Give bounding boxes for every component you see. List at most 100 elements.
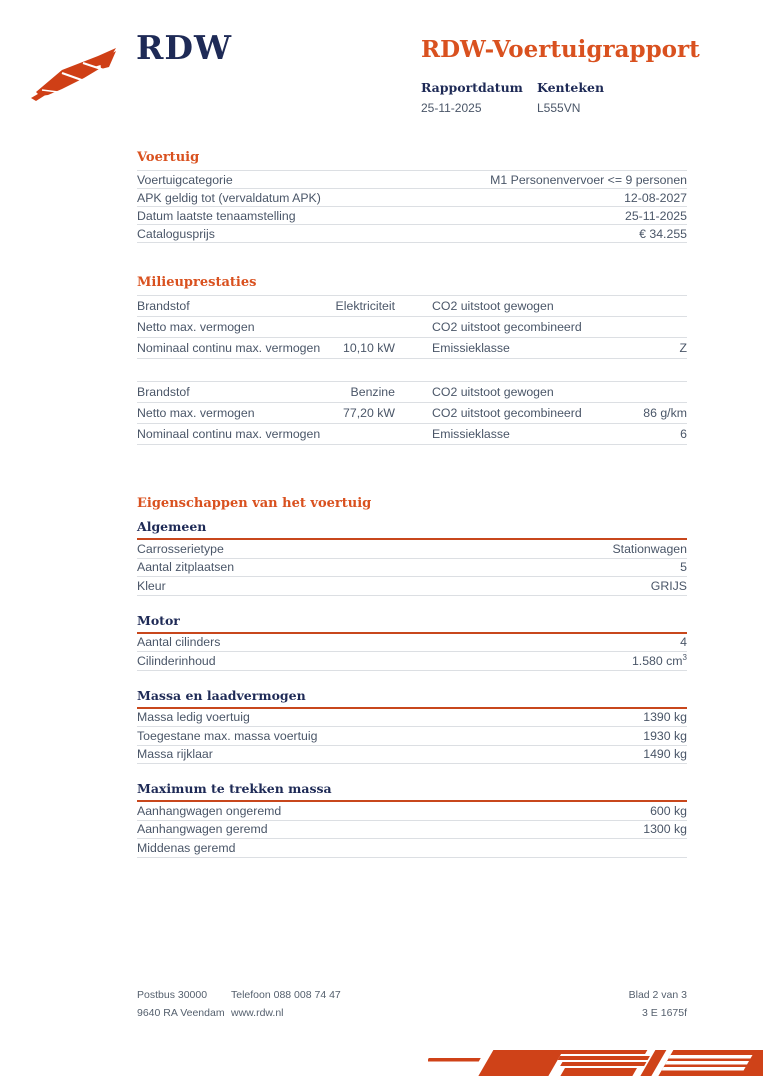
report-date-block: Rapportdatum 25-11-2025 [421,80,537,115]
row-label: Toegestane max. massa voertuig [137,728,318,743]
report-date-value: 25-11-2025 [421,101,482,115]
row-label: Emissieklasse [432,427,510,441]
subsection-title: Massa en laadvermogen [137,688,687,709]
row-label: Massa ledig voertuig [137,710,250,725]
table-row: Nominaal continu max. vermogen Emissiekl… [137,424,687,445]
row-label: Nominaal continu max. vermogen [137,341,321,355]
section-voertuig: Voertuig Voertuigcategorie M1 Personenve… [137,150,687,243]
table-row: Brandstof Elektriciteit CO2 uitstoot gew… [137,296,687,317]
row-value: Stationwagen [612,541,687,556]
row-label: Catalogusprijs [137,226,215,241]
row-value: 4 [680,635,687,650]
rdw-speed-stripes-icon [428,1050,763,1076]
footer-website: www.rdw.nl [231,1007,284,1019]
row-value: 6 [680,427,687,441]
row-label: CO2 uitstoot gecombineerd [432,406,582,420]
footer-page-indicator: Blad 2 van 3 [628,989,687,1001]
table-row: Catalogusprijs € 34.255 [137,225,687,243]
footer-address-line1: Postbus 30000 [137,989,208,1001]
table-row: Middenas geremd [137,839,687,858]
row-value: 10,10 kW [343,341,395,355]
row-label: Kleur [137,578,166,593]
table-row: Carrosserietype Stationwagen [137,540,687,559]
table-row: Massa rijklaar 1490 kg [137,746,687,764]
row-label: CO2 uitstoot gewogen [432,385,554,399]
row-value: GRIJS [650,578,687,593]
table-row: Netto max. vermogen CO2 uitstoot gecombi… [137,317,687,338]
row-label: Datum laatste tenaamstelling [137,208,296,223]
table-row: Voertuigcategorie M1 Personenvervoer <= … [137,171,687,189]
fuel-block-electric: Brandstof Elektriciteit CO2 uitstoot gew… [137,296,687,359]
row-label: Massa rijklaar [137,747,213,762]
row-label: Cilinderinhoud [137,653,216,668]
row-label: Brandstof [137,299,190,313]
superscript: 3 [682,652,687,662]
subsection-title: Maximum te trekken massa [137,781,687,802]
row-value: 1390 kg [643,710,687,725]
footer-doc-code: 3 E 1675f [642,1007,687,1019]
fuel-block-petrol: Brandstof Benzine CO2 uitstoot gewogen N… [137,381,687,445]
license-plate-value: L555VN [537,101,581,115]
row-value: M1 Personenvervoer <= 9 personen [490,172,687,187]
license-plate-label: Kenteken [537,80,605,95]
table-row: Datum laatste tenaamstelling 25-11-2025 [137,207,687,225]
row-label: Aanhangwagen ongeremd [137,803,282,818]
row-label: Brandstof [137,385,190,399]
table-row: Aantal zitplaatsen 5 [137,559,687,577]
row-label: Carrosserietype [137,541,224,556]
table-row: Massa ledig voertuig 1390 kg [137,709,687,727]
subsection-title: Algemeen [137,519,687,540]
footer-address: Postbus 30000 9640 RA Veendam [137,988,231,1024]
table-row: Nominaal continu max. vermogen 10,10 kW … [137,338,687,359]
row-value: 12-08-2027 [624,190,687,205]
subsection-motor: Motor Aantal cilinders 4 Cilinderinhoud … [137,613,687,671]
section-eigenschappen: Eigenschappen van het voertuig Algemeen … [137,496,687,858]
row-value: € 34.255 [639,226,687,241]
table-row: Cilinderinhoud 1.580 cm3 [137,652,687,671]
rdw-bird-icon [31,48,116,101]
license-plate-block: Kenteken L555VN [537,80,604,115]
row-label: Netto max. vermogen [137,406,255,420]
row-label: Voertuigcategorie [137,172,233,187]
subsection-maximum-trekken-massa: Maximum te trekken massa Aanhangwagen on… [137,781,687,858]
row-value: 5 [680,560,687,575]
row-label: Middenas geremd [137,840,236,855]
row-value: 1930 kg [643,728,687,743]
row-label: APK geldig tot (vervaldatum APK) [137,190,321,205]
page-footer: Postbus 30000 9640 RA Veendam Telefoon 0… [137,988,687,1024]
row-value: 86 g/km [643,406,687,420]
row-value: 600 kg [650,803,687,818]
row-value: 77,20 kW [343,406,395,420]
row-label: Emissieklasse [432,341,510,355]
table-row: Toegestane max. massa voertuig 1930 kg [137,727,687,746]
table-row: Aantal cilinders 4 [137,634,687,652]
row-label: Aanhangwagen geremd [137,822,268,837]
subsection-title: Motor [137,613,687,634]
row-label: CO2 uitstoot gewogen [432,299,554,313]
section-title: Eigenschappen van het voertuig [137,496,372,511]
row-value: 1.580 cm3 [631,652,687,668]
row-value: 1300 kg [643,822,687,837]
section-title: Voertuig [137,150,687,171]
subsection-algemeen: Algemeen Carrosserietype Stationwagen Aa… [137,519,687,596]
row-value: Benzine [350,385,395,399]
report-date-label: Rapportdatum [421,80,523,95]
rdw-wordmark: RDW [136,28,233,67]
table-row: Aanhangwagen geremd 1300 kg [137,821,687,839]
footer-phone: Telefoon 088 008 74 47 [231,989,341,1001]
row-label: Netto max. vermogen [137,320,255,334]
subsection-massa-laadvermogen: Massa en laadvermogen Massa ledig voertu… [137,688,687,764]
row-label: Aantal cilinders [137,635,221,650]
row-value: 1490 kg [643,747,687,762]
row-value: 25-11-2025 [625,208,687,223]
footer-address-line2: 9640 RA Veendam [137,1007,225,1019]
table-row: Netto max. vermogen 77,20 kW CO2 uitstoo… [137,403,687,424]
table-row: Brandstof Benzine CO2 uitstoot gewogen [137,382,687,403]
footer-contact: Telefoon 088 008 74 47 www.rdw.nl [231,988,629,1024]
row-label: Aantal zitplaatsen [137,560,235,575]
row-label: CO2 uitstoot gecombineerd [432,320,582,334]
report-header: RDW-Voertuigrapport Rapportdatum 25-11-2… [421,36,700,115]
footer-page-info: Blad 2 van 3 3 E 1675f [629,988,687,1024]
table-row: Kleur GRIJS [137,577,687,596]
